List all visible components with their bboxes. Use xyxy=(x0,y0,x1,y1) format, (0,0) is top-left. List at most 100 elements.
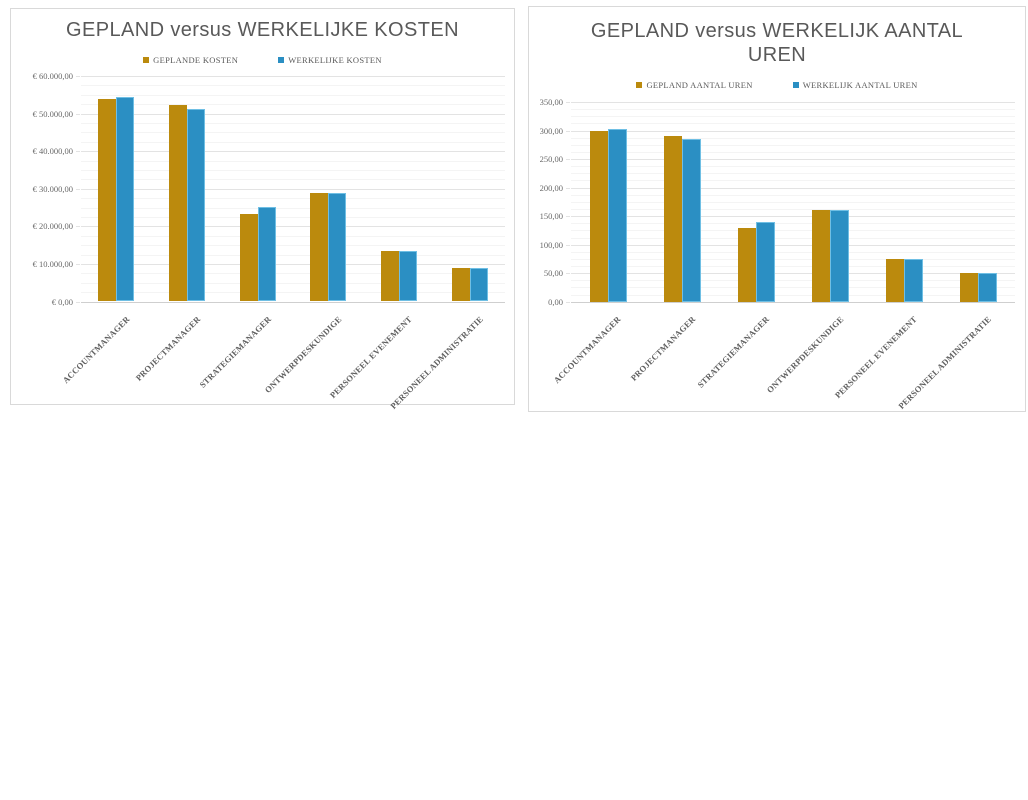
minor-gridline xyxy=(81,169,505,171)
minor-gridline xyxy=(571,237,1015,239)
legend-item-gepland-aantal-uren: GEPLAND AANTAL UREN xyxy=(636,80,752,90)
bar-werkelijk-aantal-uren xyxy=(682,139,701,302)
bar-werkelijke-kosten xyxy=(328,193,347,302)
x-axis-label-anchor: PERSONEEL ADMINISTRATIE xyxy=(328,309,485,411)
minor-gridline xyxy=(571,116,1015,118)
major-gridline xyxy=(81,113,505,115)
x-axis-label-anchor: PROJECTMANAGER xyxy=(540,309,697,383)
x-axis-label-anchor: ONTWERPDESKUNDIGE xyxy=(688,309,845,395)
legend-swatch-gold-icon xyxy=(143,57,150,63)
y-axis-tick-label: 200,00 xyxy=(539,182,563,193)
minor-gridline xyxy=(571,251,1015,253)
minor-gridline xyxy=(571,123,1015,125)
minor-gridline xyxy=(571,137,1015,139)
minor-gridline xyxy=(81,235,505,237)
y-axis-tick-label: 300,00 xyxy=(539,125,563,136)
y-tick-mark xyxy=(76,188,80,190)
y-tick-mark xyxy=(566,187,570,189)
y-axis-tick-label: 150,00 xyxy=(539,211,563,222)
y-tick-mark xyxy=(76,263,80,265)
minor-gridline xyxy=(571,208,1015,210)
y-tick-mark xyxy=(76,76,80,77)
bar-geplande-kosten xyxy=(451,267,470,302)
y-tick-mark xyxy=(566,301,570,303)
minor-gridline xyxy=(571,194,1015,196)
major-gridline xyxy=(571,216,1015,218)
major-gridline xyxy=(571,187,1015,189)
y-axis-tick-label: 0,00 xyxy=(548,296,563,307)
y-tick-mark xyxy=(566,130,570,132)
plot-area-kosten xyxy=(81,76,505,303)
minor-gridline xyxy=(571,109,1015,111)
y-axis-tick-label: € 50.000,00 xyxy=(32,108,73,119)
minor-gridline xyxy=(571,230,1015,232)
minor-gridline xyxy=(81,122,505,124)
minor-gridline xyxy=(571,280,1015,282)
major-gridline xyxy=(81,188,505,190)
chart-card-kosten: GEPLAND versus WERKELIJKE KOSTEN GEPLAND… xyxy=(10,8,515,411)
y-tick-mark xyxy=(566,273,570,275)
x-axis-label-anchor: PROJECTMANAGER xyxy=(45,309,202,383)
minor-gridline xyxy=(571,266,1015,268)
minor-gridline xyxy=(571,173,1015,175)
x-axis-label: STRATEGIEMANAGER xyxy=(695,313,772,390)
bar-werkelijke-kosten xyxy=(116,97,135,302)
major-gridline xyxy=(571,159,1015,161)
minor-gridline xyxy=(81,216,505,218)
bar-geplande-kosten xyxy=(239,213,258,302)
minor-gridline xyxy=(571,201,1015,203)
minor-gridline xyxy=(81,245,505,247)
y-tick-mark xyxy=(76,226,80,228)
x-axis-label-anchor: STRATEGIEMANAGER xyxy=(116,309,273,390)
y-axis-tick-label: 350,00 xyxy=(539,97,563,107)
x-axis-label-anchor: PERSONEEL ADMINISTRATIE xyxy=(836,309,993,411)
bar-gepland-aantal-uren xyxy=(885,258,904,302)
x-axis-label: PROJECTMANAGER xyxy=(628,313,698,383)
bar-geplande-kosten xyxy=(98,98,117,302)
x-axis-label: PROJECTMANAGER xyxy=(133,313,203,383)
x-axis-label: ACCOUNTMANAGER xyxy=(551,313,624,385)
x-axis-label: ONTWERPDESKUNDIGE xyxy=(764,313,846,395)
minor-gridline xyxy=(571,144,1015,146)
chart-title-uren: GEPLAND versus WERKELIJK AANTAL UREN xyxy=(590,20,964,67)
bar-werkelijke-kosten xyxy=(187,108,205,302)
x-axis-label-anchor: STRATEGIEMANAGER xyxy=(614,309,771,390)
legend-item-werkelijke-kosten: WERKELIJKE KOSTEN xyxy=(278,55,382,65)
minor-gridline xyxy=(571,151,1015,153)
minor-gridline xyxy=(571,294,1015,296)
y-tick-mark xyxy=(76,113,80,115)
y-tick-mark xyxy=(76,151,80,153)
y-tick-mark xyxy=(566,159,570,161)
y-axis-tick-label: € 60.000,00 xyxy=(32,71,73,81)
minor-gridline xyxy=(81,104,505,106)
y-axis-tick-label: 50,00 xyxy=(543,268,563,279)
legend-swatch-blue-icon xyxy=(792,82,799,88)
x-axis-label: PERSONEEL EVENEMENT xyxy=(327,313,415,400)
bar-geplande-kosten xyxy=(381,250,399,302)
y-tick-mark xyxy=(566,102,570,103)
major-gridline xyxy=(81,263,505,265)
x-axis-label: STRATEGIEMANAGER xyxy=(197,313,273,390)
minor-gridline xyxy=(81,94,505,96)
minor-gridline xyxy=(571,180,1015,182)
bar-werkelijke-kosten xyxy=(399,250,417,302)
minor-gridline xyxy=(81,85,505,87)
minor-gridline xyxy=(81,207,505,209)
minor-gridline xyxy=(81,292,505,294)
minor-gridline xyxy=(81,282,505,284)
y-axis-tick-label: € 0,00 xyxy=(51,296,73,307)
legend-label: WERKELIJKE KOSTEN xyxy=(288,55,382,65)
bar-werkelijk-aantal-uren xyxy=(904,258,923,302)
legend-swatch-blue-icon xyxy=(278,57,285,63)
legend-label: GEPLAND AANTAL UREN xyxy=(646,80,753,90)
bar-gepland-aantal-uren xyxy=(811,210,830,302)
major-gridline xyxy=(571,273,1015,275)
legend-label: WERKELIJK AANTAL UREN xyxy=(802,80,918,90)
major-gridline xyxy=(81,226,505,228)
bar-geplande-kosten xyxy=(310,193,329,302)
x-axis-line xyxy=(81,301,505,303)
bar-werkelijk-aantal-uren xyxy=(830,210,849,302)
x-axis-label: PERSONEEL EVENEMENT xyxy=(832,313,920,400)
y-axis-tick-label: 100,00 xyxy=(539,239,563,250)
